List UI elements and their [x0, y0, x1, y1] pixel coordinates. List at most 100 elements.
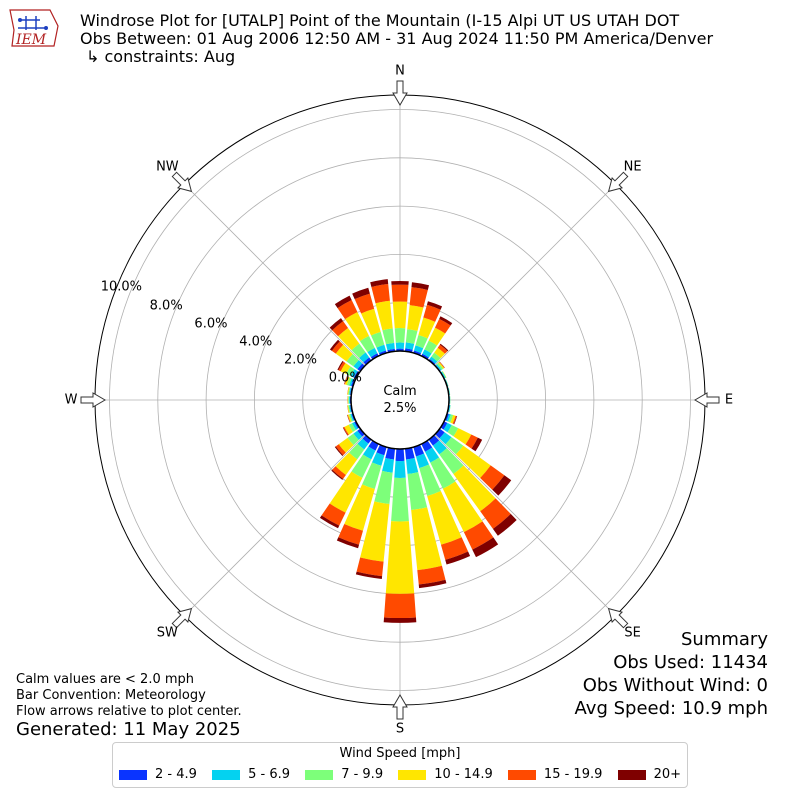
legend-label: 7 - 9.9 [341, 767, 384, 782]
legend-label: 2 - 4.9 [155, 767, 197, 782]
windrose-bar-segment [439, 448, 464, 475]
summary-obs-without-wind: Obs Without Wind: 0 [582, 675, 768, 696]
windrose-bar-segment [471, 437, 483, 452]
windrose-bar-segment [413, 345, 424, 354]
windrose-bar-segment [349, 387, 352, 395]
windrose-bar-segment [407, 472, 428, 511]
windrose-bar-segment [334, 446, 344, 457]
generated-date: Generated: 11 May 2025 [16, 719, 241, 740]
windrose-bar-segment [347, 405, 349, 414]
windrose-bar-segment [439, 361, 445, 368]
windrose-bar-segment [359, 352, 370, 363]
windrose-bar-segment [465, 434, 478, 449]
windrose-bar-segment [453, 465, 496, 512]
note-flow-arrows: Flow arrows relative to plot center. [16, 704, 242, 719]
windrose-bar-segment [347, 386, 349, 395]
windrose-bar-segment [362, 462, 382, 489]
windrose-bar-segment [357, 428, 365, 437]
windrose-bar-segment [431, 352, 441, 362]
windrose-bar-segment [450, 415, 456, 424]
windrose-bar-segment [428, 327, 446, 346]
grid-spoke [184, 184, 366, 366]
chart-subtitle-dates: Obs Between: 01 Aug 2006 12:50 AM - 31 A… [80, 29, 714, 48]
windrose-bar-segment [382, 458, 394, 473]
radial-tick-label: 4.0% [239, 334, 273, 350]
windrose-bar-segment [415, 334, 428, 349]
calm-circle [350, 350, 450, 450]
windrose-bar-segment [349, 405, 352, 413]
windrose-bar-segment [463, 521, 494, 550]
direction-label-se: SE [624, 625, 641, 641]
windrose-bar-segment [348, 405, 351, 413]
legend-label: 20+ [653, 767, 681, 782]
windrose-bar-segment [343, 426, 349, 436]
windrose-bar-segment [407, 305, 424, 331]
windrose-bar-segment [391, 477, 409, 522]
windrose-bar-segment [439, 343, 449, 352]
windrose-bars [319, 279, 517, 623]
windrose-bar-segment [448, 387, 451, 395]
chart-subtitle-constraints: ↳ constraints: Aug [86, 47, 236, 66]
summary-avg-speed: Avg Speed: 10.9 mph [574, 698, 768, 719]
legend-item: 7 - 9.9 [305, 767, 383, 782]
windrose-bar-segment [425, 447, 440, 463]
windrose-bar-segment [480, 498, 511, 529]
windrose-bar-segment [445, 551, 471, 565]
windrose-bar-segment [435, 428, 445, 439]
legend-item: 20+ [617, 767, 681, 782]
direction-label-n: N [395, 63, 405, 79]
windrose-bar-segment [349, 443, 365, 460]
windrose-bar-segment [338, 523, 363, 545]
windrose-bar-segment [362, 435, 372, 444]
summary-title: Summary [681, 629, 768, 650]
windrose-bar-segment [395, 448, 405, 462]
legend-title: Wind Speed [mph] [339, 746, 461, 761]
windrose-bar-segment [336, 537, 360, 549]
windrose-bar-segment [472, 537, 499, 558]
windrose-bar-segment [417, 565, 446, 585]
windrose-bar-segment [357, 363, 365, 372]
windrose-bar-segment [405, 329, 418, 344]
windrose-bar-segment [427, 490, 462, 545]
windrose-bar-segment [350, 369, 358, 378]
windrose-bar-segment [423, 304, 441, 322]
legend-swatch [212, 769, 241, 780]
grid-spoke [434, 434, 616, 616]
legend-swatch [398, 769, 427, 780]
windrose-bar-segment [435, 364, 442, 371]
direction-label-w: W [64, 392, 78, 408]
windrose-bar-segment [391, 280, 409, 285]
windrose-bar-segment [359, 335, 375, 353]
windrose-bar-segment [455, 445, 491, 478]
windrose-bar-segment [439, 361, 445, 369]
windrose-bar-segment [351, 422, 358, 430]
windrose-bar-segment [421, 353, 429, 360]
windrose-bar-segment [371, 452, 385, 466]
direction-arrow-icon [171, 607, 193, 629]
legend-swatch [507, 769, 536, 780]
windrose-bar-segment [346, 366, 355, 377]
windrose-bar-segment [394, 328, 406, 343]
direction-label-ne: NE [623, 159, 642, 175]
windrose-bar-segment [321, 503, 346, 526]
windrose-bar-segment [350, 413, 354, 422]
windrose-bar-segment [347, 387, 350, 395]
windrose-bar-segment [480, 465, 505, 490]
windrose-bar-segment [338, 361, 346, 372]
windrose-bar-segment [374, 470, 393, 505]
windrose-bar-segment [391, 284, 409, 302]
windrose-bar-segment [334, 295, 352, 309]
windrose-bar-segment [448, 405, 451, 413]
calm-label: Calm [383, 384, 416, 399]
direction-arrow-icon [607, 171, 629, 193]
radial-tick-label: 0.0% [328, 370, 362, 386]
windrose-bar-segment [348, 396, 349, 404]
windrose-bar-segment [438, 361, 445, 369]
windrose-bar-segment [385, 521, 415, 594]
windrose-bar-segment [331, 469, 344, 480]
calm-value: 2.5% [383, 401, 416, 416]
windrose-bar-segment [445, 437, 464, 455]
windrose-bar-segment [338, 327, 360, 351]
direction-label-sw: SW [156, 625, 178, 641]
windrose-bar-segment [376, 344, 387, 354]
